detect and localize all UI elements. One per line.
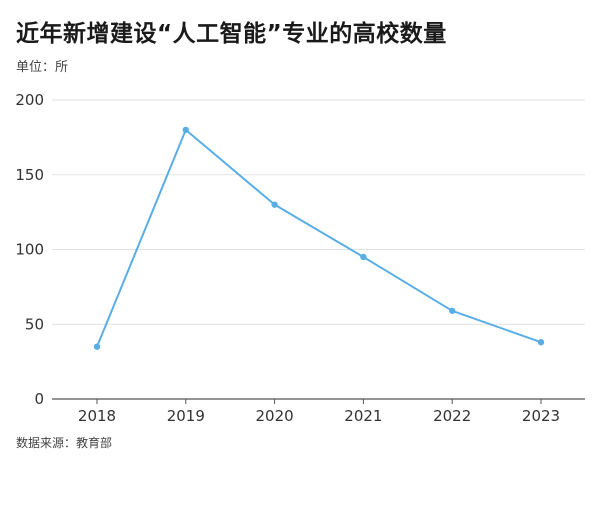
x-tick-label: 2022	[433, 407, 471, 425]
y-tick-label: 0	[34, 390, 44, 408]
data-point	[271, 201, 278, 208]
series-line-path	[96, 128, 542, 348]
data-point	[449, 307, 456, 314]
x-tick-label: 2018	[78, 407, 116, 425]
x-tick-label: 2023	[522, 407, 560, 425]
y-axis-ticks: 0 50 100 150 200	[15, 91, 44, 408]
data-source: 数据来源：教育部	[16, 436, 113, 450]
x-tick-label: 2021	[344, 407, 382, 425]
data-point	[360, 253, 367, 261]
unit-label: 单位：所	[16, 60, 69, 75]
data-point	[182, 126, 189, 134]
grid-lines	[52, 99, 585, 400]
data-point	[93, 343, 101, 350]
chart-title: 近年新增建设“人工智能”专业的高校数量	[16, 21, 447, 47]
x-tick-label: 2020	[256, 407, 294, 425]
data-point	[537, 338, 545, 346]
x-tick-label: 2019	[167, 407, 205, 425]
x-axis-ticks: 2018 2019 2020 2021 2022 2023	[78, 399, 560, 425]
y-tick-label: 50	[25, 315, 44, 333]
series-line	[96, 128, 542, 348]
y-tick-label: 150	[15, 166, 44, 184]
series-points	[93, 126, 545, 350]
y-tick-label: 200	[15, 91, 44, 109]
y-tick-label: 100	[15, 241, 44, 259]
